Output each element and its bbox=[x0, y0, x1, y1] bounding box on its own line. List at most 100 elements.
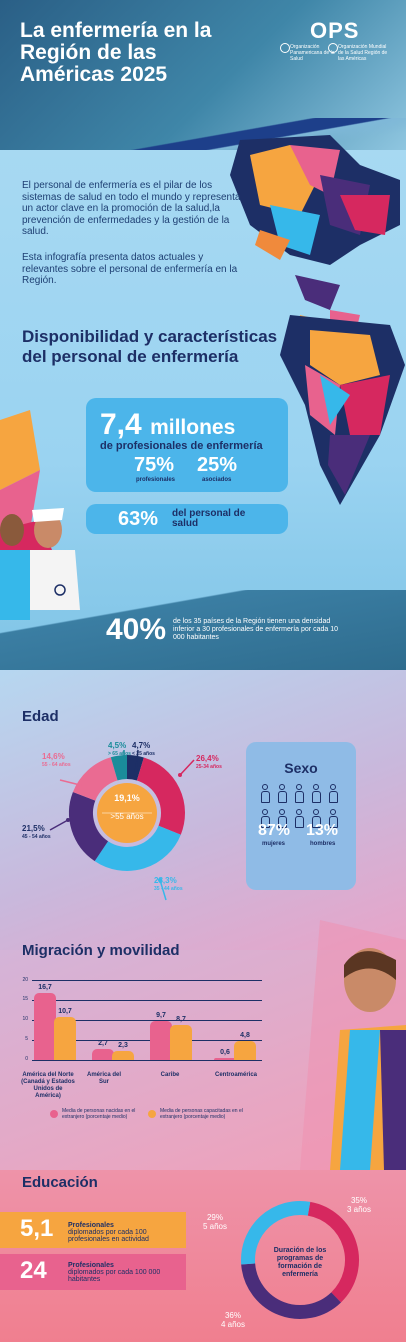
section-title-migration: Migración y movilidad bbox=[22, 942, 180, 959]
duration-slice-2 bbox=[241, 1201, 311, 1265]
nurses-illustration bbox=[0, 410, 80, 620]
bar-trained-abroad-3 bbox=[234, 1040, 256, 1060]
gridline bbox=[32, 980, 262, 981]
bar-born-abroad-0 bbox=[34, 993, 56, 1060]
gridline bbox=[32, 1020, 262, 1021]
education-row-2 bbox=[0, 1254, 186, 1290]
density-text: de los 35 países de la Región tienen una… bbox=[173, 618, 338, 641]
total-nurses-unit: millones bbox=[150, 416, 236, 439]
total-nurses-card bbox=[86, 398, 288, 492]
y-tick-20: 20 bbox=[22, 977, 28, 983]
age-label-55-64: 14,6% 55 - 64 años bbox=[42, 752, 71, 768]
legend-orange-swatch bbox=[148, 1110, 156, 1118]
duration-slice-0 bbox=[307, 1201, 359, 1303]
professionals-label: profesionales bbox=[136, 477, 176, 483]
age-label-under25: 4,7% < 25 años bbox=[132, 741, 155, 757]
person-icon bbox=[260, 809, 270, 829]
education-row-1 bbox=[0, 1212, 186, 1248]
age-donut-chart bbox=[69, 755, 185, 871]
age-leader-lines bbox=[49, 749, 195, 901]
category-caribbean: Caribe bbox=[160, 1072, 180, 1078]
total-nurses-value: 7,4 millones bbox=[100, 408, 235, 442]
section-title-age: Edad bbox=[22, 708, 59, 725]
person-icon bbox=[311, 784, 321, 804]
intro-paragraph-1: El personal de enfermería es el pilar de… bbox=[22, 180, 241, 237]
person-icon bbox=[328, 784, 338, 804]
legend-pink-swatch bbox=[50, 1110, 58, 1118]
person-icon bbox=[294, 809, 304, 829]
ops-logo: OPS bbox=[310, 18, 360, 43]
bar-value-label: 0,6 bbox=[220, 1048, 230, 1056]
org-name-paho: Organización Panamericana de la Salud bbox=[290, 44, 335, 62]
section-title-availability: Disponibilidad y características del per… bbox=[22, 327, 278, 366]
bar-born-abroad-3 bbox=[214, 1057, 236, 1060]
male-pct: 13% bbox=[306, 822, 339, 839]
age-label-25-34: 26,4% 25-34 años bbox=[196, 754, 222, 770]
bar-trained-abroad-0 bbox=[54, 1017, 76, 1060]
density-band bbox=[0, 590, 406, 670]
bar-value-label: 8,7 bbox=[176, 1016, 186, 1024]
associates-pct: 25% bbox=[197, 454, 238, 476]
person-icon bbox=[277, 784, 287, 804]
y-tick-0: 0 bbox=[25, 1056, 28, 1062]
bar-trained-abroad-1 bbox=[112, 1050, 134, 1060]
category-north-america: América del Norte (Canadá y Estados Unid… bbox=[21, 1072, 75, 1099]
gridline bbox=[32, 1060, 262, 1061]
age-slice-3 bbox=[69, 791, 109, 862]
total-nurses-label: de profesionales de enfermería bbox=[100, 440, 263, 452]
person-icon bbox=[260, 784, 270, 804]
graduates-per-100000-value: 24 bbox=[20, 1257, 47, 1284]
program-duration-title: Duración de los programas de formación d… bbox=[273, 1247, 327, 1278]
duration-label-3-years: 35% 3 años bbox=[346, 1196, 372, 1214]
duration-label-5-years: 29% 5 años bbox=[202, 1213, 228, 1231]
age-slice-0 bbox=[126, 755, 144, 781]
age-slice-1 bbox=[136, 757, 185, 835]
age-slice-4 bbox=[72, 757, 119, 802]
bar-value-label: 16,7 bbox=[38, 984, 52, 992]
legend-born-abroad: Media de personas nacidas en el extranje… bbox=[62, 1108, 136, 1120]
gridline bbox=[32, 1000, 262, 1001]
professionals-pct: 75% bbox=[134, 454, 175, 476]
bar-value-label: 2,7 bbox=[98, 1040, 108, 1048]
person-icon bbox=[294, 784, 304, 804]
male-nurse-illustration bbox=[300, 920, 406, 1170]
female-pct: 87% bbox=[258, 822, 291, 839]
age-label-45-54: 21,5% 45 - 54 años bbox=[22, 824, 51, 840]
female-label: mujeres bbox=[262, 841, 286, 847]
age-label-35-44: 28,3% 35 - 44 años bbox=[154, 876, 183, 892]
person-icon bbox=[311, 809, 321, 829]
associates-label: asociados bbox=[202, 477, 232, 483]
who-emblem-icon bbox=[328, 43, 338, 53]
age-label-65plus: 4,5% > 65 años bbox=[108, 741, 131, 757]
legend-trained-abroad: Media de personas capacitadas en el extr… bbox=[160, 1108, 243, 1120]
male-label: hombres bbox=[310, 841, 336, 847]
bar-value-label: 10,7 bbox=[58, 1008, 72, 1016]
category-central-america: Centroamérica bbox=[214, 1072, 258, 1078]
sex-title: Sexo bbox=[284, 760, 318, 776]
health-workforce-label: del personal de salud bbox=[172, 508, 246, 529]
americas-map-art bbox=[230, 135, 405, 505]
duration-slice-1 bbox=[241, 1263, 341, 1319]
total-nurses-number: 7,4 bbox=[100, 408, 142, 441]
age-slice-2 bbox=[94, 825, 181, 871]
density-pct: 40% bbox=[106, 613, 167, 646]
bar-born-abroad-2 bbox=[150, 1021, 172, 1060]
person-icon bbox=[277, 809, 287, 829]
duration-label-4-years: 36% 4 años bbox=[220, 1311, 246, 1329]
graduates-per-100-text: Profesionales diplomados por cada 100 pro… bbox=[68, 1222, 149, 1243]
graduates-per-100000-text: Profesionales diplomados por cada 100 000… bbox=[68, 1262, 161, 1283]
age-slice-5 bbox=[110, 755, 128, 781]
y-tick-5: 5 bbox=[25, 1036, 28, 1042]
person-icon bbox=[328, 809, 338, 829]
page-title: La enfermería en la Región de las Améric… bbox=[20, 19, 212, 86]
bar-trained-abroad-2 bbox=[170, 1025, 192, 1060]
age-center-label: >55 años bbox=[110, 812, 144, 821]
health-workforce-card bbox=[86, 504, 288, 534]
bar-value-label: 9,7 bbox=[156, 1012, 166, 1020]
age-center-value: 19,1% bbox=[114, 793, 140, 803]
category-south-america: América del Sur bbox=[86, 1072, 122, 1085]
bar-value-label: 2,3 bbox=[118, 1041, 128, 1049]
globe-icon bbox=[280, 43, 290, 53]
program-duration-donut bbox=[241, 1201, 359, 1319]
org-name-who: Organización Mundial de la Salud Región … bbox=[338, 44, 388, 62]
